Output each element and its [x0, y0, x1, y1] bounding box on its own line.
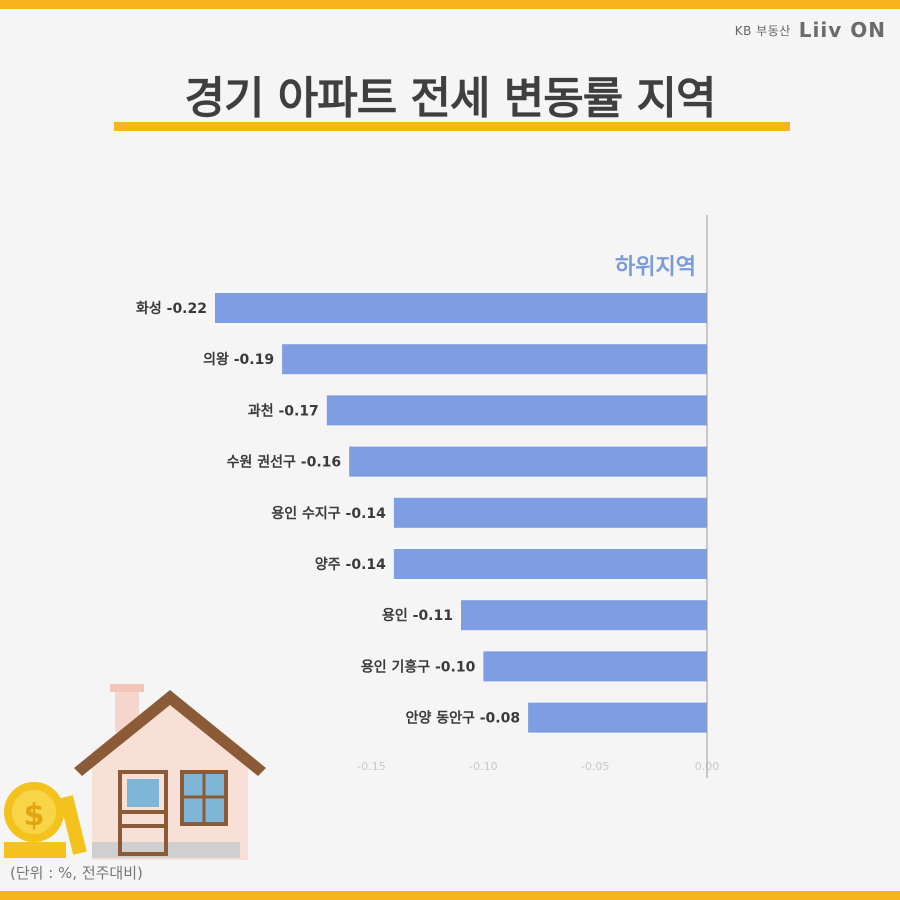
page-title: 경기 아파트 전세 변동률 지역 — [184, 73, 716, 124]
bar — [393, 497, 707, 528]
coins-illustration: $ — [4, 782, 87, 858]
bar — [282, 344, 707, 375]
bar — [349, 446, 707, 477]
bar — [326, 395, 707, 426]
bars-group — [215, 293, 707, 733]
chart-panel-title: 하위지역 — [615, 255, 696, 280]
category-value-label: 화성 -0.22 — [136, 301, 207, 317]
bar — [528, 702, 707, 733]
category-value-label: 수원 권선구 -0.16 — [227, 455, 342, 471]
bar — [393, 549, 707, 579]
category-value-label: 용인 -0.11 — [382, 607, 453, 624]
unit-note: (단위 : %, 전주대비) — [10, 864, 143, 882]
x-tick-label: -0.05 — [581, 760, 609, 773]
category-value-label: 양주 -0.14 — [315, 557, 386, 573]
bottom-accent-bar — [0, 891, 900, 900]
x-tick-label: -0.15 — [357, 760, 385, 773]
title-underline — [114, 122, 790, 131]
bar — [483, 651, 707, 682]
category-value-label: 용인 수지구 -0.14 — [271, 505, 386, 522]
category-value-label: 과천 -0.17 — [248, 403, 319, 419]
title-wrap: 경기 아파트 전세 변동률 지역 — [0, 62, 900, 126]
dollar-icon: $ — [24, 798, 45, 833]
bar — [215, 293, 707, 323]
house-illustration — [74, 684, 266, 860]
brand-logo: Liiv ON — [798, 18, 886, 42]
top-accent-bar — [0, 0, 900, 9]
x-axis-ticks: -0.15 -0.10 -0.05 0.00 — [357, 760, 719, 773]
category-value-label: 안양 동안구 -0.08 — [406, 710, 521, 727]
brand-company: KB 부동산 — [734, 23, 791, 38]
bar — [461, 600, 707, 631]
category-labels-group: 화성 -0.22 의왕 -0.19 과천 -0.17 수원 권선구 -0.16 용인 수… — [136, 301, 520, 727]
category-value-label: 의왕 -0.19 — [203, 351, 274, 368]
category-value-label: 용인 기흥구 -0.10 — [361, 658, 476, 675]
x-tick-label: -0.10 — [469, 760, 497, 773]
brand: KB 부동산 Liiv ON — [735, 14, 886, 46]
